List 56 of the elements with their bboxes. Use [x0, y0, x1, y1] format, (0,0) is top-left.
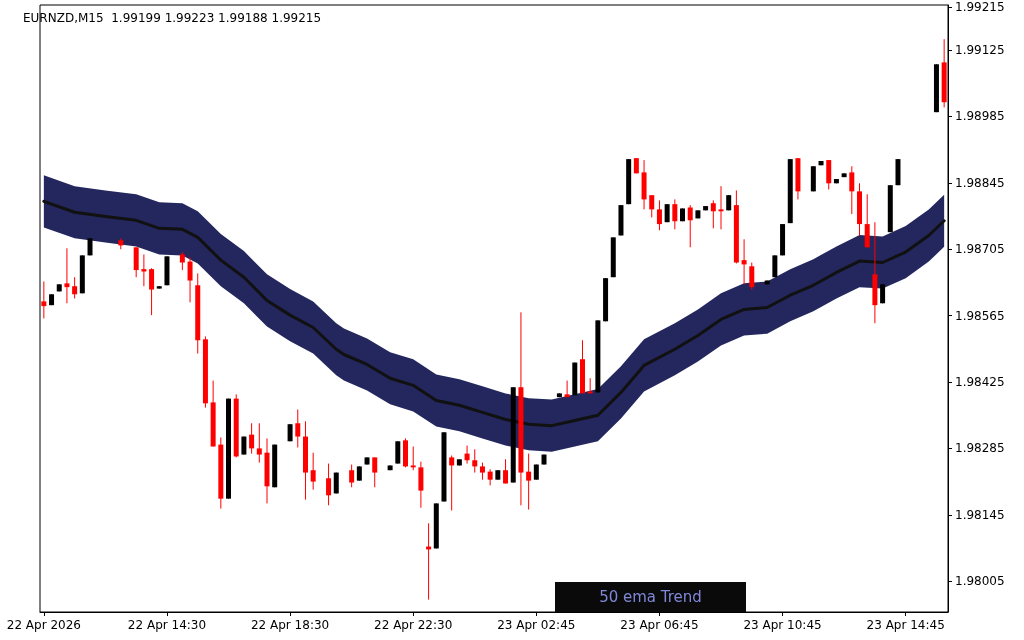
x-tick-label: 23 Apr 10:45	[743, 618, 822, 632]
caption-box: 50 ema Trend	[555, 582, 746, 612]
candlestick	[410, 446, 416, 471]
candlestick	[449, 455, 455, 512]
candlestick	[564, 380, 570, 398]
x-tick-label: 22 Apr 14:30	[127, 618, 207, 632]
candlestick	[672, 198, 678, 230]
y-tick-label: 1.99215	[955, 0, 1005, 15]
candlestick	[464, 445, 470, 465]
y-tick-label: 1.98565	[955, 308, 1005, 323]
candlestick	[710, 199, 716, 229]
y-tick-label: 1.98985	[955, 109, 1005, 124]
candlestick	[256, 422, 262, 464]
x-tick-label: 23 Apr 14:45	[866, 618, 945, 632]
candlestick	[526, 453, 532, 511]
candlestick	[133, 246, 139, 278]
y-tick-label: 1.98705	[955, 242, 1005, 257]
candlestick	[187, 256, 193, 303]
candlestick	[649, 194, 655, 218]
candlestick	[149, 267, 155, 316]
candlestick	[656, 199, 662, 231]
candlestick	[295, 409, 301, 448]
candlestick	[472, 448, 478, 474]
y-tick-label: 1.98845	[955, 175, 1005, 190]
candlestick	[41, 280, 47, 319]
candlestick	[349, 464, 355, 488]
candlestick	[64, 247, 70, 304]
candlestick	[864, 193, 870, 248]
x-tick-label: 23 Apr 06:45	[620, 618, 699, 632]
x-tick-label: 22 Apr 2026	[6, 618, 81, 632]
candlestick	[503, 458, 509, 484]
candlestick	[741, 238, 747, 285]
candlestick	[749, 262, 755, 291]
text: EURNZD,M15 1.99199 1.99223 1.99188 1.99215	[23, 11, 322, 25]
candlestick	[718, 185, 724, 230]
candlestick	[826, 159, 832, 190]
candlestick	[395, 440, 401, 465]
candlestick	[687, 204, 693, 248]
x-tick-label: 22 Apr 22:30	[374, 618, 453, 632]
candlestick	[372, 456, 378, 488]
candlestick	[72, 276, 78, 300]
candlestick	[179, 251, 185, 271]
candlestick	[849, 165, 855, 215]
y-tick-label: 1.98005	[955, 574, 1005, 589]
candlestick	[326, 463, 332, 506]
y-tick-label: 1.98285	[955, 441, 1005, 456]
line-series	[42, 199, 946, 428]
y-tick-label: 1.98145	[955, 507, 1005, 522]
candlestick	[310, 452, 316, 491]
x-tick-label: 23 Apr 02:45	[497, 618, 576, 632]
x-tick-label: 22 Apr 18:30	[250, 618, 330, 632]
candlestick	[249, 422, 255, 455]
y-tick-label: 1.99125	[955, 43, 1005, 58]
y-tick-label: 1.98425	[955, 375, 1005, 389]
candlestick	[418, 461, 424, 509]
candlestick	[141, 253, 147, 287]
